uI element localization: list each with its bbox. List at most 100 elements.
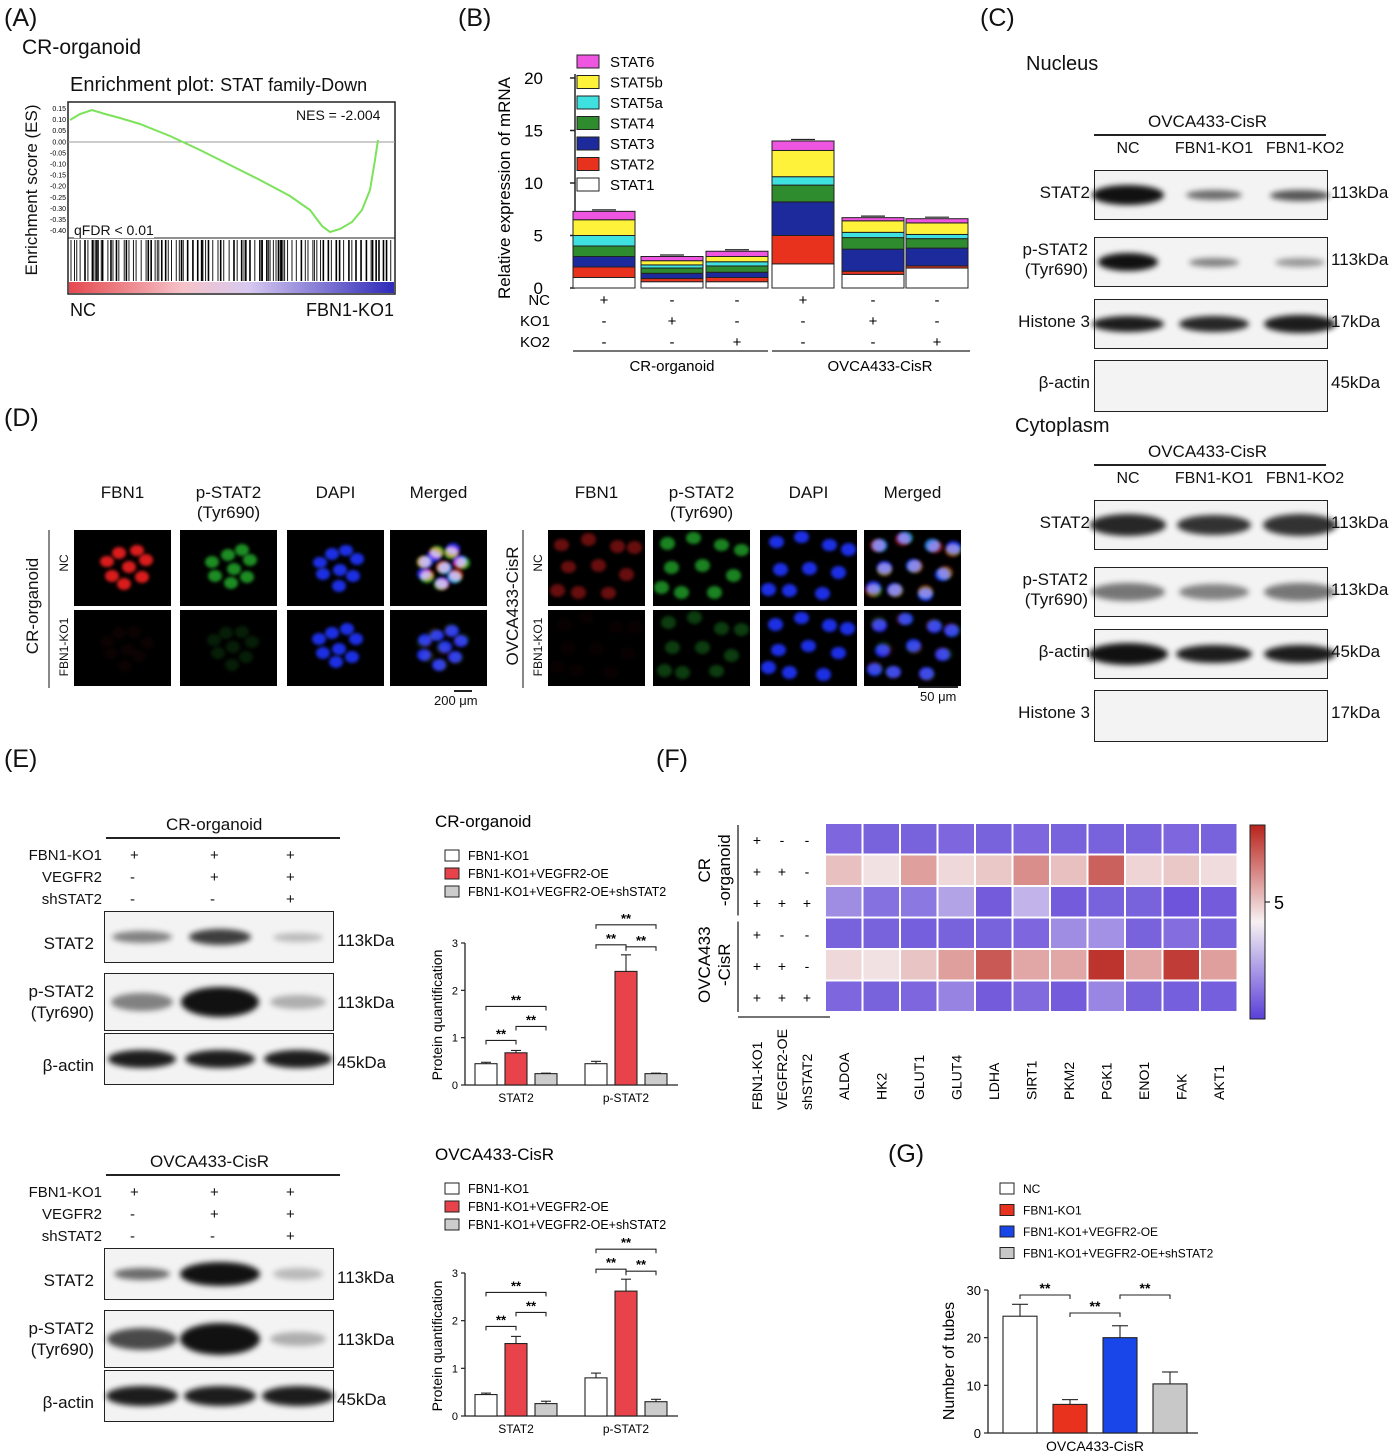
g-legend-label: FBN1-KO1 bbox=[1023, 1204, 1082, 1218]
b-condition-sign: + bbox=[733, 334, 742, 351]
d-micrograph bbox=[390, 530, 487, 606]
e-sig-bracket bbox=[515, 1311, 547, 1317]
c-band bbox=[1092, 185, 1164, 205]
d-micrograph bbox=[74, 530, 171, 606]
c-lane-label: FBN1-KO2 bbox=[1265, 470, 1345, 487]
d-cell-blob bbox=[234, 625, 249, 638]
d-cell-blob bbox=[126, 626, 141, 639]
g-legend-label: NC bbox=[1023, 1182, 1041, 1196]
d-col-label: FBN1 bbox=[100, 483, 145, 502]
d-cell-blob bbox=[430, 629, 445, 642]
e-condition-sign: + bbox=[286, 1228, 295, 1245]
d-row-label: FBN1-KO1 bbox=[57, 617, 71, 677]
d-cell-blob bbox=[761, 660, 777, 674]
e-condition-sign: + bbox=[286, 1206, 295, 1223]
e-x-tick-label: p-STAT2 bbox=[603, 1091, 650, 1105]
e-bar bbox=[534, 1403, 558, 1417]
heatmap-condition-sign: - bbox=[805, 832, 810, 848]
g-sig-label: ** bbox=[1140, 1280, 1151, 1296]
c-band bbox=[1264, 583, 1336, 601]
c-kda-label: 113kDa bbox=[1331, 513, 1389, 532]
d-cell-blob bbox=[665, 640, 680, 654]
b-y-tick-label: 5 bbox=[534, 227, 543, 246]
e-kda-label: 45kDa bbox=[337, 1390, 387, 1409]
d-cell-blob bbox=[578, 611, 594, 625]
heatmap-cell bbox=[1011, 948, 1051, 982]
heatmap-condition-sign: + bbox=[753, 895, 761, 911]
heatmap-condition-sign: + bbox=[778, 990, 786, 1006]
c-band bbox=[1088, 643, 1168, 665]
d-cell-blob bbox=[601, 586, 617, 600]
b-bar-segment-stat5b bbox=[572, 219, 636, 236]
d-cell-blob bbox=[332, 563, 347, 576]
es-tick-label: 0.10 bbox=[52, 117, 66, 124]
c-band bbox=[1177, 515, 1251, 535]
e-band bbox=[111, 993, 173, 1011]
c-band bbox=[1179, 584, 1249, 600]
right-scale-label: 50 μm bbox=[920, 689, 957, 704]
d-cell-blob bbox=[206, 634, 221, 647]
c-band bbox=[1090, 514, 1166, 536]
d-cell-blob bbox=[725, 569, 741, 582]
es-tick-label: 0.15 bbox=[52, 106, 66, 113]
colorbar-tick-label: 5 bbox=[1274, 893, 1284, 913]
e-legend-label: FBN1-KO1+VEGFR2-OE bbox=[468, 867, 609, 881]
d-cell-blob bbox=[339, 544, 354, 557]
d-cell-blob bbox=[694, 559, 710, 573]
d-cell-blob bbox=[944, 623, 960, 637]
d-cell-blob bbox=[100, 635, 115, 648]
d-micrograph bbox=[287, 530, 384, 606]
d-micrograph bbox=[653, 610, 750, 686]
d-cell-blob bbox=[138, 554, 153, 566]
e-row-label: β-actin bbox=[42, 1056, 94, 1075]
heatmap-condition-label: shSTAT2 bbox=[799, 1054, 815, 1110]
b-bar-segment-stat6 bbox=[640, 256, 704, 262]
d-cell-blob bbox=[226, 641, 241, 654]
d-cell-blob bbox=[906, 639, 922, 652]
e-chart-title: CR-organoid bbox=[435, 812, 531, 831]
e-band bbox=[112, 931, 172, 943]
e-condition-sign: + bbox=[286, 891, 295, 908]
e-sig-label: ** bbox=[621, 911, 632, 926]
e-sig-label: ** bbox=[606, 1255, 617, 1270]
e-legend-label: FBN1-KO1+VEGFR2-OE bbox=[468, 1200, 609, 1214]
d-cell-blob bbox=[325, 626, 340, 639]
stacked-bar-chart: 0 5 10 15 20 Relative expression of mRNA STAT6… bbox=[495, 54, 970, 375]
heatmap-condition-sign: + bbox=[753, 990, 761, 1006]
e-sig-label: ** bbox=[496, 1026, 507, 1041]
c-band bbox=[1264, 315, 1336, 333]
d-cell-blob bbox=[224, 577, 239, 590]
d-cell-blob bbox=[714, 538, 730, 552]
e-band bbox=[185, 1050, 255, 1068]
g-y-tick-label: 20 bbox=[967, 1331, 981, 1346]
panel-label-d: (D) bbox=[4, 404, 39, 432]
d-cell-blob bbox=[331, 579, 346, 592]
d-row-label: NC bbox=[57, 554, 71, 572]
e-sig-bracket bbox=[485, 1325, 517, 1331]
b-legend-label: STAT1 bbox=[610, 177, 654, 194]
d-cell-blob bbox=[674, 586, 690, 599]
e-bar bbox=[504, 1052, 528, 1086]
d-cell-blob bbox=[240, 571, 255, 584]
d-row-divider bbox=[522, 530, 524, 688]
heatmap-cell bbox=[1124, 853, 1164, 887]
d-cell-blob bbox=[687, 611, 703, 624]
b-condition-sign: - bbox=[670, 334, 675, 351]
e-condition-sign: - bbox=[130, 1228, 135, 1245]
heatmap-cell bbox=[824, 916, 864, 950]
g-y-tick-label: 30 bbox=[967, 1283, 981, 1298]
heatmap-condition-label: VEGFR2-OE bbox=[774, 1029, 790, 1110]
panel-label-a: (A) bbox=[4, 4, 38, 32]
b-bar-segment-stat4 bbox=[905, 238, 969, 249]
d-cell-blob bbox=[706, 585, 722, 599]
e-band bbox=[108, 1050, 176, 1068]
b-bar-segment-stat3 bbox=[572, 256, 636, 268]
d-cell-blob bbox=[205, 555, 220, 568]
d-cell-blob bbox=[896, 531, 912, 545]
d-cell-blob bbox=[569, 664, 585, 678]
e-condition-sign: + bbox=[210, 869, 219, 886]
e-sig-label: ** bbox=[496, 1312, 507, 1327]
e-title-line bbox=[106, 1174, 340, 1176]
b-y-tick-label: 15 bbox=[524, 122, 543, 141]
d-micrograph bbox=[390, 610, 487, 686]
